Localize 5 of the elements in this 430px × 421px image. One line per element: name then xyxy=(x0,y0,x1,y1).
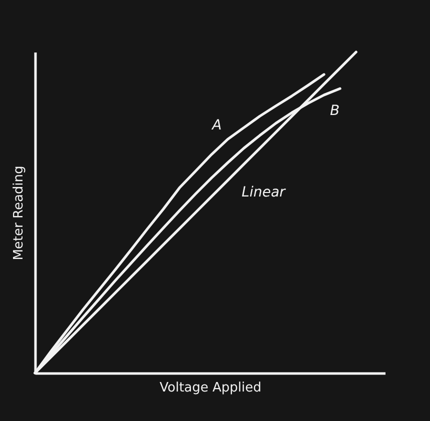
series-label: Linear xyxy=(242,184,286,200)
series-label: B xyxy=(330,103,340,120)
series-label: A xyxy=(211,117,222,134)
y-axis-title: Meter Reading xyxy=(12,166,26,260)
x-axis-title: Voltage Applied xyxy=(160,380,262,396)
